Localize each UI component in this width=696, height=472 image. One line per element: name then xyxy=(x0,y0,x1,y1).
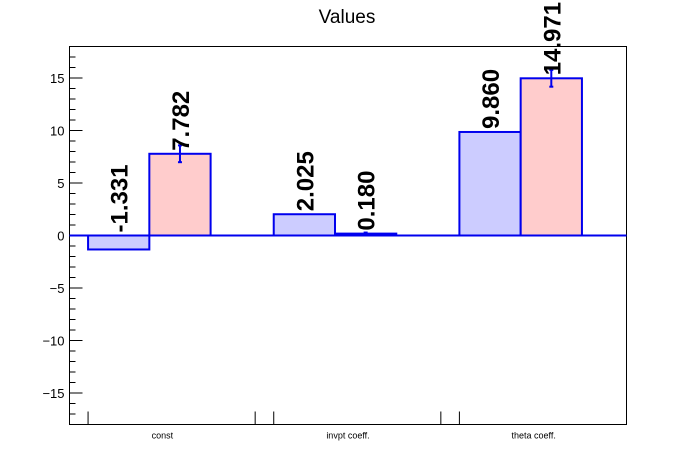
bar xyxy=(148,152,212,237)
bar xyxy=(519,77,583,237)
bar xyxy=(458,130,522,237)
value-label: 9.860 xyxy=(478,69,505,129)
y-tick-label: −15 xyxy=(42,386,64,401)
y-tick-label: −10 xyxy=(42,334,64,349)
y-tick-label: 5 xyxy=(57,176,64,191)
value-label: 14.971 xyxy=(539,2,566,75)
chart-title: Values xyxy=(319,7,376,28)
category-label: theta coeff. xyxy=(511,431,555,441)
category-label: const xyxy=(152,431,174,441)
y-tick-label: −5 xyxy=(50,281,65,296)
value-label: 2.025 xyxy=(292,151,319,211)
bar xyxy=(87,234,151,251)
bar xyxy=(272,213,337,237)
value-label: 7.782 xyxy=(168,91,195,151)
value-label: 0.180 xyxy=(354,171,381,231)
category-label: invpt coeff. xyxy=(326,431,369,441)
y-tick-label: 0 xyxy=(57,229,64,244)
value-label: -1.331 xyxy=(107,164,134,232)
y-tick-label: 10 xyxy=(50,124,64,139)
y-tick-label: 15 xyxy=(50,71,64,86)
